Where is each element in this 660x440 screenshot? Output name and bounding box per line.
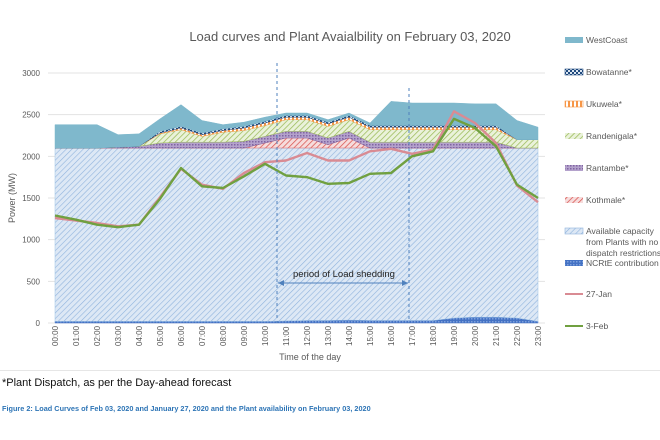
area-westcoast [54, 101, 539, 149]
legend-swatch-bowatanne [564, 68, 584, 76]
x-tick-label: 11:00 [282, 326, 291, 346]
x-tick-label: 01:00 [72, 325, 81, 346]
y-tick-label: 2500 [22, 111, 40, 120]
x-tick-label: 23:00 [534, 325, 543, 346]
legend-label-3-feb: 3-Feb [586, 321, 608, 331]
y-tick-label: 2000 [22, 152, 40, 161]
x-tick-label: 17:00 [408, 325, 417, 346]
legend-label-rantambe: Rantambe* [586, 163, 629, 173]
chart-frame: Load curves and Plant Avaialbility on Fe… [0, 29, 660, 371]
x-tick-label: 18:00 [429, 325, 438, 346]
y-tick-label: 1500 [22, 194, 40, 203]
legend-swatch-ukuwela [564, 100, 584, 108]
legend-label-randenigala: Randenigala* [586, 131, 638, 141]
legend-swatch-available-capacity [564, 227, 584, 235]
legend-swatch-ncrte [565, 260, 583, 266]
x-tick-label: 15:00 [366, 325, 375, 346]
line-3-feb [54, 117, 539, 229]
legend-label-ncrte: NCRtE contribution [586, 258, 659, 268]
x-tick-label: 16:00 [387, 325, 396, 346]
legend-swatch-westcoast [565, 37, 583, 43]
load-lines [54, 110, 539, 229]
area-available-capacity-from-plants-with-no-dispatch-restrictions [54, 147, 539, 322]
y-tick-label: 0 [36, 319, 41, 328]
legend-label-available-capacity-3: dispatch restrictions [586, 248, 660, 258]
x-tick-label: 10:00 [261, 325, 270, 346]
x-tick-label: 07:00 [198, 325, 207, 346]
stacked-areas [54, 101, 539, 324]
x-tick-label: 14:00 [345, 325, 354, 346]
legend-label-available-capacity-2: from Plants with no [586, 237, 659, 247]
x-tick-label: 12:00 [303, 325, 312, 346]
x-tick-label: 09:00 [240, 325, 249, 346]
chart-title: Load curves and Plant Avaialbility on Fe… [189, 29, 510, 44]
x-tick-label: 22:00 [513, 325, 522, 346]
legend-label-available-capacity-1: Available capacity [586, 226, 655, 236]
legend-label-westcoast: WestCoast [586, 35, 628, 45]
y-tick-label: 500 [27, 277, 41, 286]
x-tick-label: 03:00 [114, 325, 123, 346]
y-tick-label: 3000 [22, 69, 40, 78]
x-tick-label: 05:00 [156, 325, 165, 346]
figure-caption: Figure 2: Load Curves of Feb 03, 2020 an… [2, 404, 371, 413]
x-tick-label: 08:00 [219, 325, 228, 346]
x-tick-label: 20:00 [471, 325, 480, 346]
x-tick-label: 02:00 [93, 325, 102, 346]
x-tick-label: 04:00 [135, 325, 144, 346]
legend-label-27-jan: 27-Jan [586, 289, 612, 299]
arrow-head-right [402, 280, 408, 286]
y-tick-label: 1000 [22, 236, 40, 245]
legend-label-bowatanne: Bowatanne* [586, 67, 633, 77]
y-axis-label: Power (MW) [7, 173, 17, 223]
legend-swatch-rantambe [565, 165, 583, 171]
legend: WestCoast Bowatanne* Ukuwela* Randenigal… [564, 35, 660, 331]
x-tick-label: 06:00 [177, 325, 186, 346]
x-tick-label: 21:00 [492, 325, 501, 346]
legend-label-kothmale: Kothmale* [586, 195, 626, 205]
footnote: *Plant Dispatch, as per the Day-ahead fo… [2, 377, 232, 389]
arrow-head-left [278, 280, 284, 286]
legend-swatch-randenigala [565, 133, 583, 139]
shedding-label: period of Load shedding [293, 269, 395, 280]
legend-swatch-kothmale [565, 197, 583, 203]
x-tick-label: 13:00 [324, 325, 333, 346]
x-tick-label: 19:00 [450, 325, 459, 346]
load-curve-chart: Load curves and Plant Avaialbility on Fe… [7, 29, 660, 362]
axis-ticks: 0 500 1000 1500 2000 2500 3000 00:00 01:00 02:00 0… [22, 69, 543, 346]
x-axis-label: Time of the day [279, 352, 341, 362]
legend-label-ukuwela: Ukuwela* [586, 99, 623, 109]
x-tick-label: 00:00 [51, 325, 60, 346]
